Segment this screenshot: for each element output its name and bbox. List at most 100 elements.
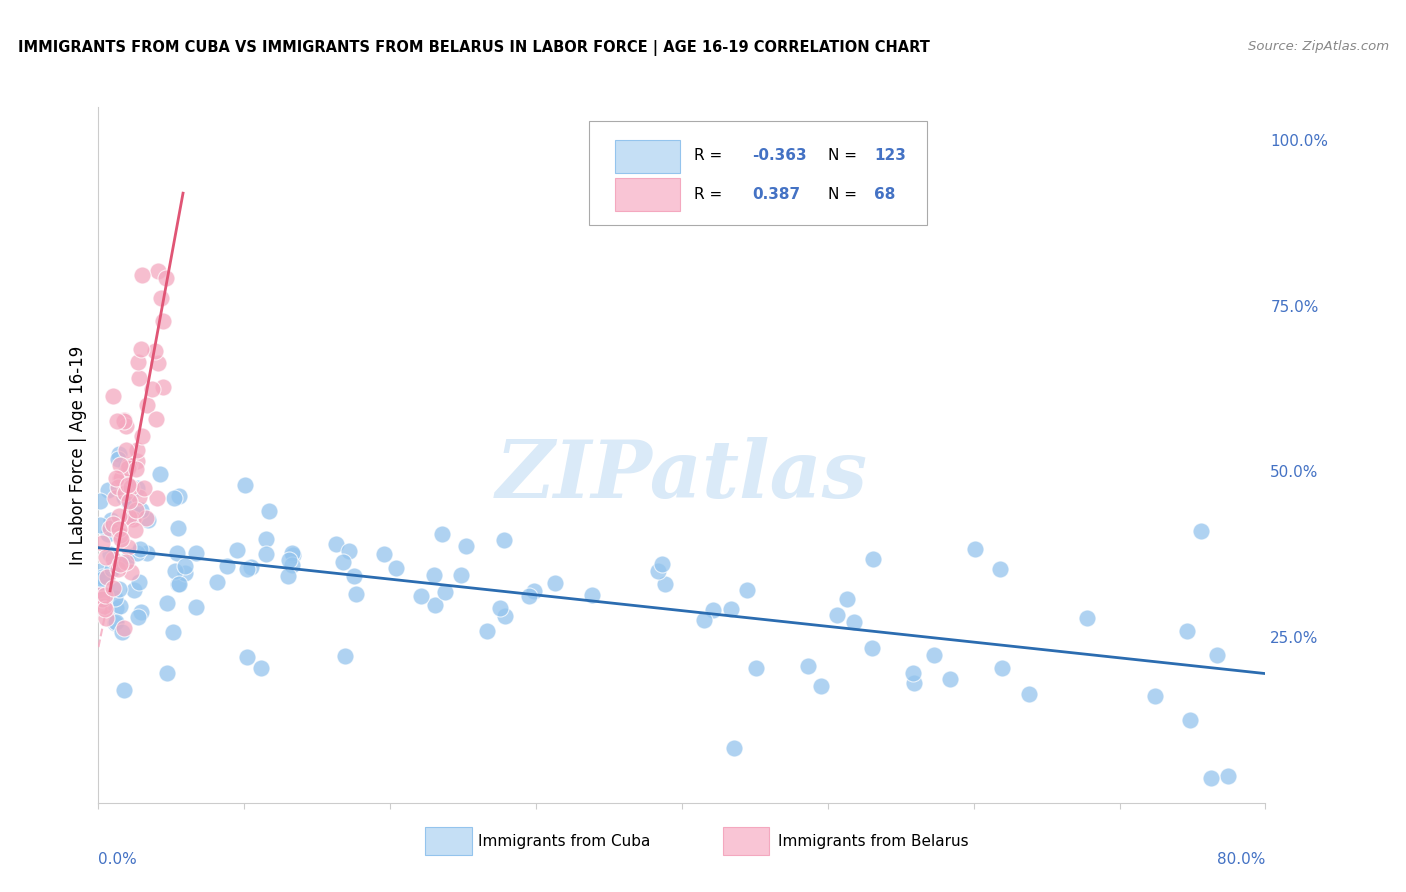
Point xyxy=(127,354,149,368)
Point xyxy=(1180,713,1202,727)
Point xyxy=(135,511,157,525)
Point xyxy=(647,564,669,578)
Point xyxy=(745,661,768,675)
Point xyxy=(128,574,150,589)
Point xyxy=(89,564,111,578)
Point xyxy=(163,491,186,505)
Point xyxy=(702,603,724,617)
Point xyxy=(240,560,263,574)
Point xyxy=(127,609,149,624)
Point xyxy=(156,666,179,681)
Text: 0.387: 0.387 xyxy=(752,187,800,202)
Point xyxy=(922,648,945,662)
Point xyxy=(163,564,186,578)
Point xyxy=(124,583,146,598)
Point xyxy=(107,480,129,494)
Point xyxy=(1076,611,1098,625)
Point xyxy=(477,624,499,638)
Point xyxy=(108,557,131,571)
Point xyxy=(1216,769,1239,783)
Point xyxy=(125,461,148,475)
Point xyxy=(825,607,848,622)
Point xyxy=(235,562,257,576)
Point xyxy=(344,587,367,601)
Point xyxy=(523,584,546,599)
Point xyxy=(277,568,299,582)
Point xyxy=(124,508,146,523)
Point xyxy=(385,561,408,575)
Point xyxy=(115,443,138,458)
Point xyxy=(581,588,603,602)
Point xyxy=(162,624,184,639)
Point xyxy=(167,520,190,534)
Point xyxy=(155,270,177,285)
Text: N =: N = xyxy=(828,148,856,163)
Point xyxy=(100,513,122,527)
Point xyxy=(93,599,115,613)
Point xyxy=(939,672,962,686)
Point xyxy=(278,553,301,567)
Point xyxy=(118,494,141,508)
Text: 68: 68 xyxy=(875,187,896,202)
Point xyxy=(134,481,156,495)
Point xyxy=(332,555,354,569)
Point xyxy=(111,625,134,640)
Point xyxy=(169,489,191,503)
Point xyxy=(108,508,131,523)
Point xyxy=(128,490,150,504)
Point xyxy=(184,546,207,560)
Text: ZIPatlas: ZIPatlas xyxy=(496,437,868,515)
Point xyxy=(110,471,132,485)
Point xyxy=(145,412,167,426)
Point xyxy=(89,517,111,532)
Point xyxy=(131,428,153,442)
Point xyxy=(129,342,152,356)
Point xyxy=(112,414,135,428)
Point xyxy=(112,413,135,427)
Point xyxy=(91,535,114,549)
Point xyxy=(117,478,139,492)
Point xyxy=(129,605,152,619)
Point xyxy=(96,550,118,565)
Point xyxy=(141,382,163,396)
Point xyxy=(127,545,149,559)
Text: Immigrants from Cuba: Immigrants from Cuba xyxy=(478,833,650,848)
Point xyxy=(101,562,124,576)
Point xyxy=(433,584,456,599)
Point xyxy=(423,567,446,582)
Point xyxy=(1199,772,1222,786)
Y-axis label: In Labor Force | Age 16-19: In Labor Force | Age 16-19 xyxy=(69,345,87,565)
Point xyxy=(333,648,356,663)
Point xyxy=(104,591,127,606)
Point xyxy=(115,555,138,569)
Point xyxy=(544,575,567,590)
Point xyxy=(103,389,125,403)
Point xyxy=(117,461,139,475)
Point xyxy=(184,599,207,614)
Point xyxy=(494,533,516,548)
Point xyxy=(720,602,742,616)
Point xyxy=(105,601,128,615)
Point xyxy=(693,613,716,627)
Text: -0.363: -0.363 xyxy=(752,148,807,163)
FancyBboxPatch shape xyxy=(425,827,472,855)
Point xyxy=(115,459,138,474)
Point xyxy=(1143,689,1166,703)
Point xyxy=(97,483,120,497)
Point xyxy=(108,447,131,461)
Point xyxy=(89,588,111,602)
Point xyxy=(373,547,395,561)
Point xyxy=(98,521,121,535)
Point xyxy=(430,526,453,541)
FancyBboxPatch shape xyxy=(589,121,927,226)
Point xyxy=(152,313,174,327)
Point xyxy=(174,566,197,581)
Point xyxy=(810,679,832,693)
Point xyxy=(128,541,150,556)
Point xyxy=(96,610,118,624)
Point xyxy=(281,546,304,560)
Text: 80.0%: 80.0% xyxy=(1218,852,1265,866)
Point xyxy=(226,542,249,557)
FancyBboxPatch shape xyxy=(616,140,679,173)
Point xyxy=(901,666,924,681)
